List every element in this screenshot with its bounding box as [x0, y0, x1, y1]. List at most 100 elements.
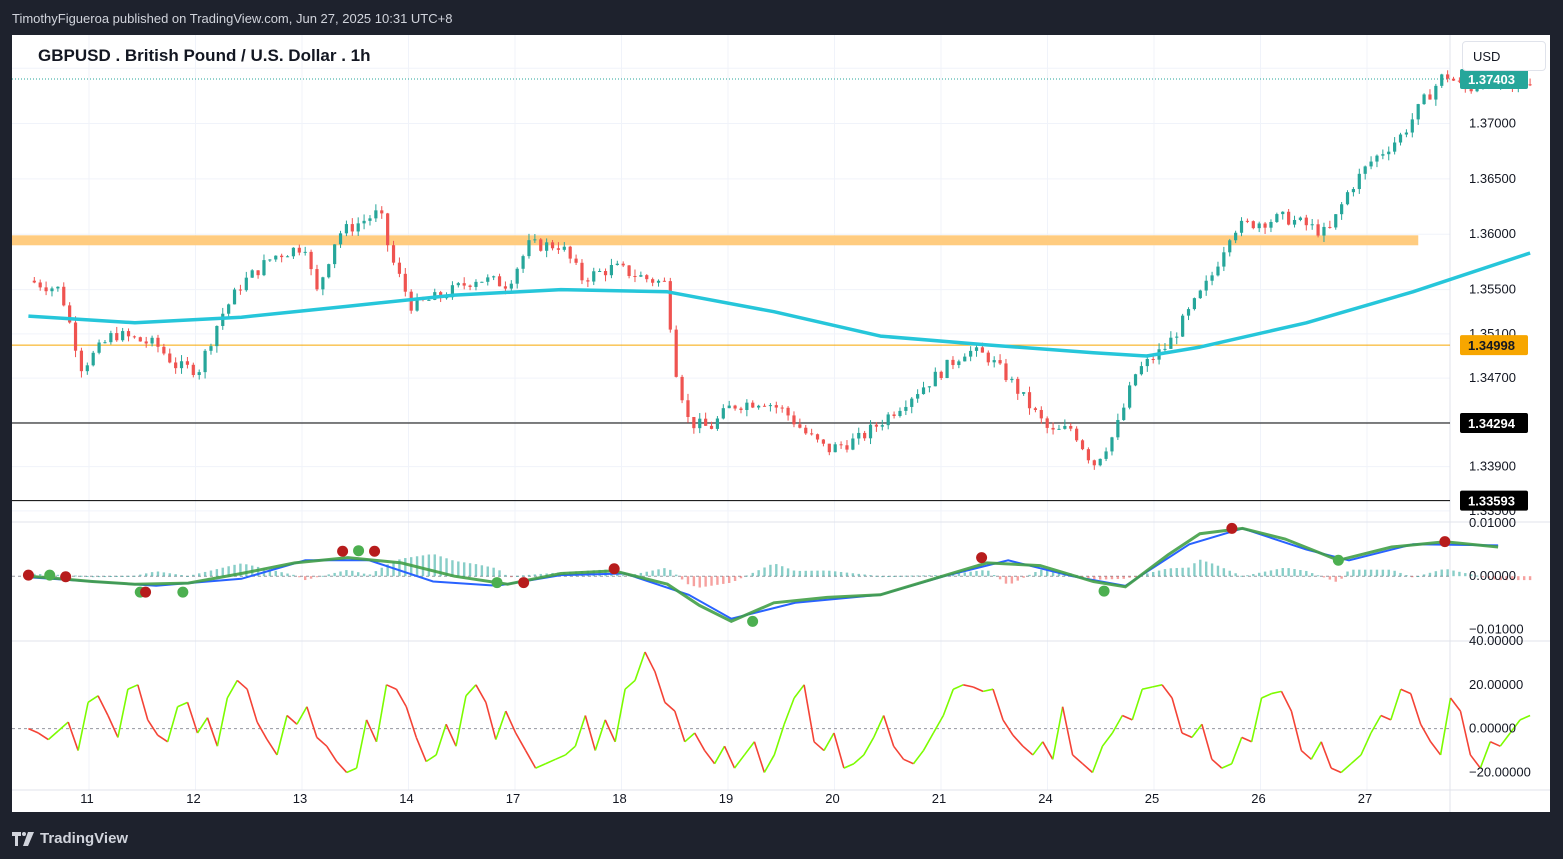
osc-segment	[664, 701, 676, 712]
macd-hist-bar	[1481, 576, 1485, 578]
macd-hist-bar	[351, 570, 354, 577]
macd-hist-bar	[1016, 576, 1019, 581]
candle-body	[1228, 240, 1232, 253]
macd-hist-bar	[533, 574, 537, 577]
macd-hist-bar	[86, 575, 89, 577]
osc-segment	[882, 715, 895, 747]
candles	[32, 69, 1532, 470]
macd-hist-bar	[1051, 571, 1055, 577]
candle-body	[1169, 337, 1173, 349]
macd-hist-bar	[1334, 576, 1337, 582]
macd-hist-bar	[745, 575, 749, 577]
macd-hist-bar	[356, 572, 360, 577]
macd-hist-bar	[274, 570, 277, 577]
macd-hist-bar	[1269, 570, 1273, 577]
macd-hist-bar	[1134, 576, 1137, 578]
candle-body	[651, 279, 655, 283]
osc-segment	[1022, 745, 1034, 756]
osc-segment	[1101, 732, 1114, 747]
osc-axis: 40.00000 20.00000 0.00000 −20.00000	[1469, 633, 1531, 779]
macd-hist-bar	[1428, 572, 1432, 577]
candle-body	[1110, 437, 1114, 452]
macd-hist-bar	[468, 563, 472, 577]
price-label-box	[1460, 413, 1528, 434]
macd-hist-bar	[1169, 568, 1173, 577]
macd-hist-bar	[198, 573, 201, 577]
time-tick-label: 19	[719, 791, 733, 806]
osc-segment	[555, 754, 566, 761]
currency-button[interactable]: USD	[1462, 41, 1546, 71]
candle-body	[857, 432, 861, 439]
macd-hist-bar	[174, 574, 177, 577]
candle-body	[727, 405, 731, 409]
osc-segment	[813, 741, 825, 752]
macd-hist-bar	[692, 576, 696, 587]
candle-body	[550, 242, 555, 249]
macd-hist-bar	[1246, 575, 1249, 577]
osc-segment	[634, 651, 646, 681]
macd-hist-bar	[1116, 576, 1120, 580]
macd-hist-bar	[621, 575, 625, 577]
candle-body	[309, 251, 313, 270]
candle-body	[1104, 451, 1108, 459]
candle-body	[232, 289, 237, 305]
candle-body	[386, 213, 390, 246]
osc-segment	[1300, 749, 1312, 760]
candle-body	[910, 398, 914, 407]
osc-segment	[694, 732, 706, 751]
osc-segment	[336, 760, 348, 774]
macd-hist-bar	[1163, 569, 1167, 577]
osc-segment	[326, 745, 338, 762]
macd-hist-bar	[445, 558, 448, 577]
osc-segment	[395, 688, 408, 708]
osc-segment	[1221, 762, 1233, 769]
osc-segment	[982, 688, 994, 693]
time-tick-label: 26	[1251, 791, 1265, 806]
candle-body	[880, 425, 884, 427]
candle-body	[633, 276, 637, 278]
macd-hist-bar	[957, 573, 961, 577]
macd-hist-bar	[1310, 573, 1314, 577]
osc-segment	[942, 688, 955, 716]
macd-hist-bar	[1293, 569, 1296, 577]
macd-hist-bar	[922, 575, 925, 577]
osc-segment	[1012, 734, 1024, 747]
macd-hist-bar	[910, 575, 913, 577]
osc-segment	[236, 679, 248, 690]
macd-hist-bar	[1275, 569, 1279, 577]
osc-segment	[1479, 741, 1492, 769]
candle-body	[568, 246, 572, 259]
macd-hist-bar	[1434, 571, 1438, 577]
candle-body	[1316, 224, 1320, 236]
osc-segment	[1459, 710, 1472, 756]
osc-segment	[296, 706, 308, 725]
macd-hist-bar	[722, 576, 725, 584]
tradingview-logo[interactable]: TradingView	[12, 830, 128, 847]
candle-body	[845, 445, 849, 450]
osc-segment	[425, 754, 437, 763]
candle-body	[280, 255, 284, 258]
candle-body	[1186, 309, 1191, 316]
macd-hist-bar	[380, 567, 383, 577]
macd-hist-bar	[398, 559, 401, 577]
macd-hist-bar	[1287, 568, 1290, 577]
macd-hist-bar	[710, 576, 713, 586]
osc-segment	[77, 702, 89, 751]
time-tick-label: 24	[1038, 791, 1052, 806]
osc-segment	[186, 702, 199, 734]
price-tick-label: 1.36000	[1469, 226, 1516, 241]
chart-svg[interactable]: 1.375001.370001.365001.360001.355001.351…	[12, 35, 1550, 812]
macd-hist-bar	[833, 571, 837, 577]
candle-body	[315, 269, 319, 290]
osc-segment	[316, 736, 328, 747]
macd-hist-bar	[303, 576, 307, 581]
macd-hist-bar	[1093, 576, 1096, 580]
macd-hist-bar	[863, 574, 866, 577]
macd-hist-bar	[545, 573, 548, 577]
candle-body	[1080, 440, 1085, 450]
candle-body	[1122, 407, 1126, 420]
candle-body	[444, 297, 449, 299]
candle-body	[1139, 366, 1144, 375]
macd-hist-bar	[439, 556, 442, 577]
osc-segment	[166, 706, 179, 743]
